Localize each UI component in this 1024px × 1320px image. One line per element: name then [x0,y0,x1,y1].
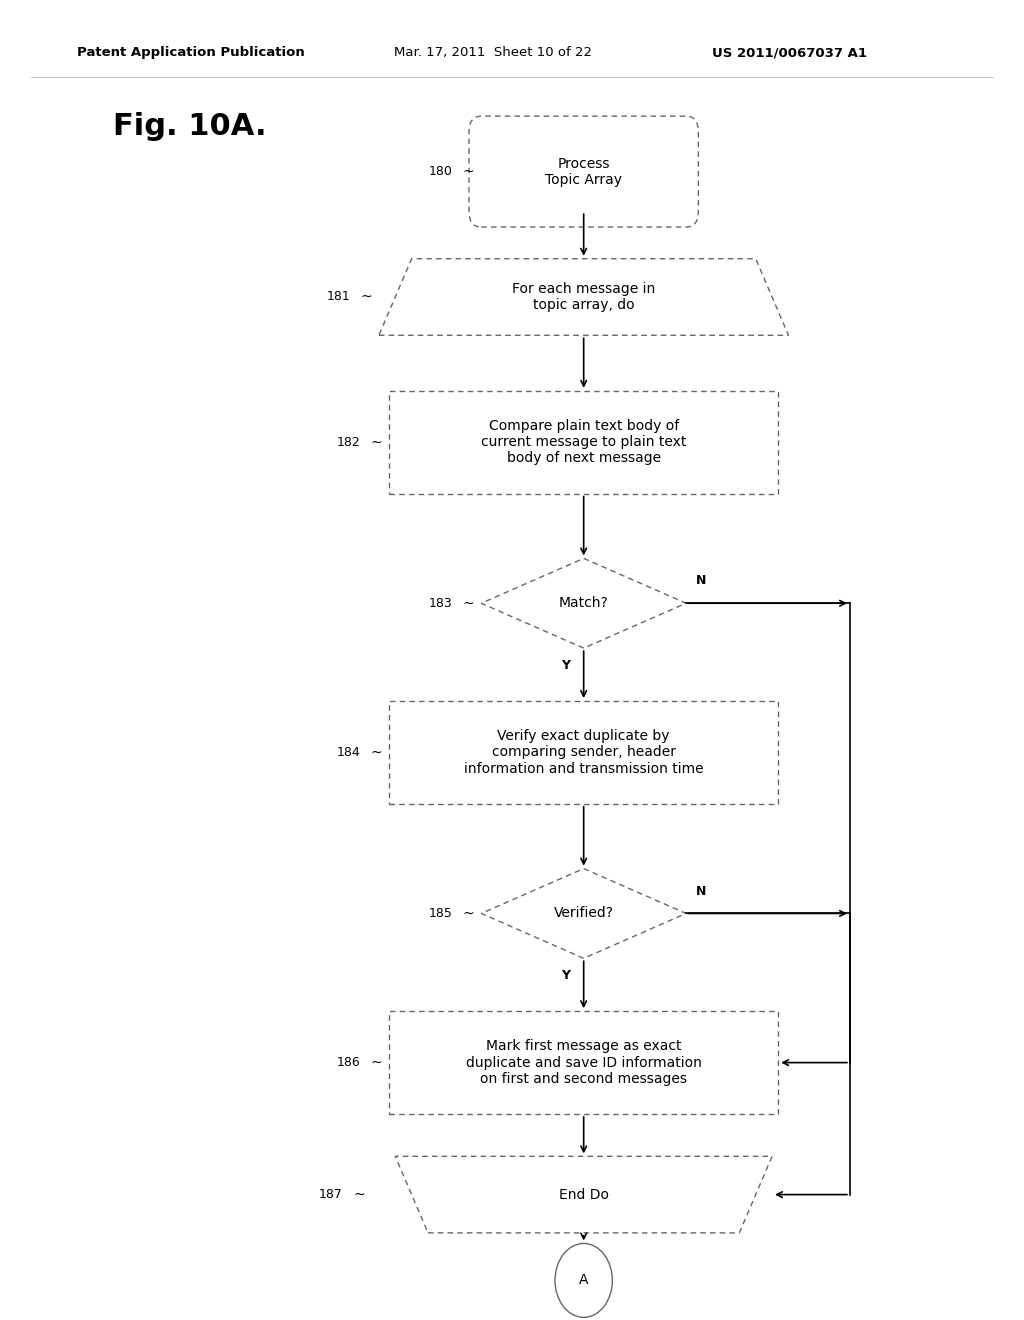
Text: US 2011/0067037 A1: US 2011/0067037 A1 [712,46,866,59]
Text: Compare plain text body of
current message to plain text
body of next message: Compare plain text body of current messa… [481,418,686,466]
Text: ~: ~ [463,597,474,610]
Text: 187: 187 [319,1188,343,1201]
Text: End Do: End Do [559,1188,608,1201]
Circle shape [555,1243,612,1317]
Text: Mark first message as exact
duplicate and save ID information
on first and secon: Mark first message as exact duplicate an… [466,1039,701,1086]
Text: ~: ~ [353,1188,365,1201]
Text: A: A [579,1274,589,1287]
Text: ~: ~ [360,290,372,304]
Text: Y: Y [561,969,569,982]
Text: ~: ~ [463,165,474,178]
Text: ~: ~ [371,746,382,759]
Text: Patent Application Publication: Patent Application Publication [77,46,304,59]
Text: For each message in
topic array, do: For each message in topic array, do [512,282,655,312]
Text: ~: ~ [371,436,382,449]
Text: 184: 184 [337,746,360,759]
Bar [389,1011,778,1114]
Text: N: N [696,574,707,587]
Text: Match?: Match? [559,597,608,610]
Text: 185: 185 [429,907,453,920]
Polygon shape [481,558,686,648]
Text: Fig. 10A.: Fig. 10A. [113,112,266,141]
Text: 186: 186 [337,1056,360,1069]
Text: Process
Topic Array: Process Topic Array [545,157,623,186]
Text: Verified?: Verified? [554,907,613,920]
Polygon shape [481,869,686,958]
Text: 183: 183 [429,597,453,610]
Text: 182: 182 [337,436,360,449]
FancyBboxPatch shape [469,116,698,227]
Text: Mar. 17, 2011  Sheet 10 of 22: Mar. 17, 2011 Sheet 10 of 22 [394,46,592,59]
Text: N: N [696,884,707,898]
Bar [389,701,778,804]
Text: 180: 180 [429,165,453,178]
Text: 181: 181 [327,290,350,304]
Polygon shape [395,1156,772,1233]
Text: Y: Y [561,659,569,672]
Text: Verify exact duplicate by
comparing sender, header
information and transmission : Verify exact duplicate by comparing send… [464,729,703,776]
Text: ~: ~ [463,907,474,920]
Text: ~: ~ [371,1056,382,1069]
Bar [389,391,778,494]
Polygon shape [379,259,788,335]
